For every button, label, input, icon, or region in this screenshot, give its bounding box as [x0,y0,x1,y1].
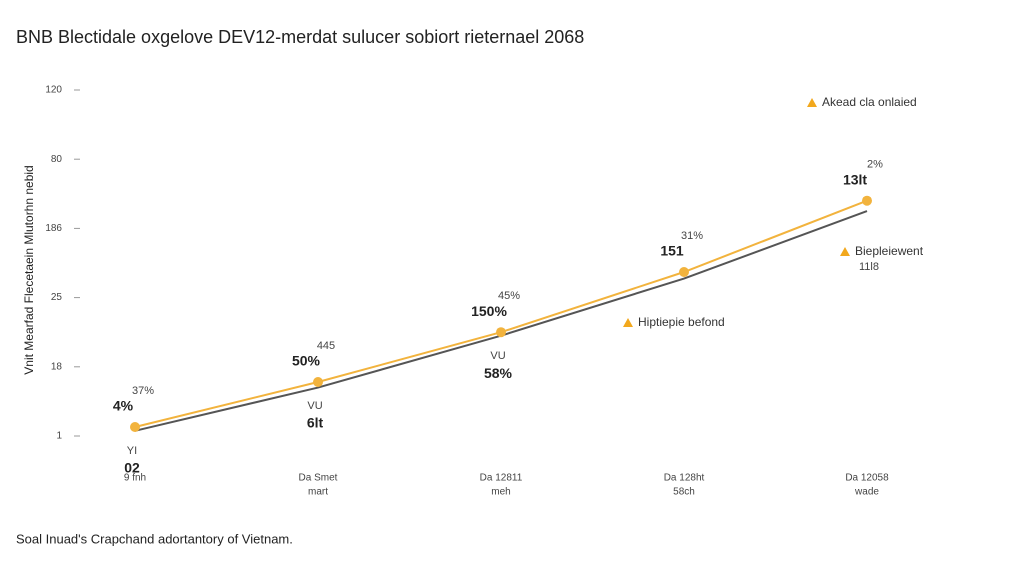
point-label-small: 445 [317,340,335,352]
point-label-small: 37% [132,385,154,397]
x-tick-label: Da 12811 [480,473,523,484]
point-label: 151 [660,243,684,259]
annotation-marker [623,318,633,327]
y-tick-label: 120 [45,85,62,96]
annotation-marker [840,247,850,256]
data-point [313,377,323,388]
y-tick-label: 18 [51,361,63,372]
data-point [130,422,140,433]
x-tick-label: 9 fnh [124,473,146,484]
x-tick-sublabel: 58ch [673,487,695,498]
data-point [496,327,506,338]
point-label: 58% [484,365,513,381]
annotation: Biepleiewent [855,244,924,258]
footer: Soal Inuad's Crapchand adortantory of Vi… [16,531,293,546]
point-label: 02 [124,460,140,476]
chart-title: BNB Blectidale oxgelove DEV12-merdat sul… [16,27,584,47]
data-point [679,266,689,277]
y-axis-label: Vnit Mearfad Flecetaein Mlutorhn nebid [22,165,36,374]
x-tick-label: Da 12058 [845,473,889,484]
point-label: 6lt [307,415,324,431]
x-tick-sublabel: meh [491,487,510,498]
point-label-small: YI [127,445,137,457]
annotation: Akead cla onlaied [822,95,917,109]
point-label: 13lt [843,171,867,187]
y-tick-label: 186 [45,223,62,234]
y-tick-label: 80 [51,154,63,165]
x-tick-sublabel: mart [308,487,328,498]
annotation-sub: 11l8 [859,261,879,273]
x-tick-label: Da 128ht [664,473,705,484]
point-label-small: 31% [681,230,703,242]
data-point [862,195,872,206]
x-tick-label: Da Smet [299,473,338,484]
point-label: 4% [113,398,134,414]
point-label-small: VU [490,350,505,362]
annotation: Hiptiepie befond [638,315,725,329]
y-tick-label: 25 [51,292,63,303]
point-label: 150% [471,303,507,319]
point-label-small: VU [307,400,322,412]
point-label: 50% [292,353,321,369]
x-tick-sublabel: wade [854,487,879,498]
annotation-marker [807,98,817,107]
point-label-small: 2% [867,159,883,171]
point-label-small: 45% [498,290,520,302]
y-tick-label: 1 [56,431,62,442]
